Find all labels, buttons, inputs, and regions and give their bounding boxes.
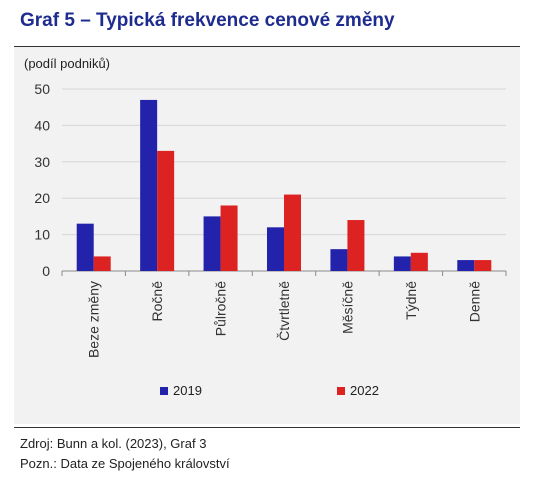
x-category-label: Týdně — [403, 281, 419, 320]
bar-2022-2 — [157, 150, 175, 271]
bar-2019-4 — [267, 227, 284, 271]
bar-2022-1 — [93, 256, 111, 271]
legend-item-2019: 2019 — [160, 383, 202, 398]
legend-label-2022: 2022 — [350, 383, 379, 398]
title-divider — [14, 46, 520, 47]
bar-chart: 0 10 20 30 40 50 Beze změny Ročně Půlročně Čtvrtl… — [34, 81, 507, 358]
legend-item-2022: 2022 — [337, 383, 379, 398]
chart-title: Graf 5 – Typická frekvence cenové změny — [20, 10, 395, 31]
x-category-label: Denně — [466, 281, 482, 322]
bar-2019-1 — [76, 223, 94, 271]
bar-2022-3 — [220, 205, 238, 271]
y-axis-unit-label: (podíl podniků) — [24, 56, 110, 71]
x-category-label: Čtvrtletně — [276, 281, 292, 341]
y-tick-label: 40 — [34, 117, 50, 133]
bar-2019-6 — [393, 256, 411, 271]
source-note: Zdroj: Bunn a kol. (2023), Graf 3 — [20, 436, 207, 451]
x-category-label: Beze změny — [86, 281, 102, 358]
y-tick-label: 30 — [34, 154, 50, 170]
legend-label-2019: 2019 — [173, 383, 202, 398]
y-tick-label: 0 — [42, 263, 50, 279]
legend-swatch-2019 — [160, 386, 168, 395]
y-tick-label: 20 — [34, 190, 50, 206]
y-tick-label: 50 — [34, 81, 50, 97]
bar-2019-2 — [140, 99, 158, 271]
bar-2019-7 — [457, 260, 475, 271]
x-category-label: Měsíčně — [339, 281, 355, 334]
y-tick-label: 10 — [34, 227, 50, 243]
bar-2022-5 — [347, 220, 365, 271]
footer-divider — [14, 427, 520, 428]
bar-2022-6 — [410, 252, 428, 271]
bar-2022-7 — [474, 260, 492, 271]
legend-swatch-2022 — [337, 386, 345, 395]
x-category-label: Ročně — [149, 281, 165, 322]
x-category-label: Půlročně — [213, 281, 229, 336]
bar-2022-4 — [284, 194, 301, 271]
bar-2019-5 — [330, 249, 348, 271]
data-note: Pozn.: Data ze Spojeného království — [20, 456, 230, 471]
bar-2019-3 — [203, 216, 221, 271]
